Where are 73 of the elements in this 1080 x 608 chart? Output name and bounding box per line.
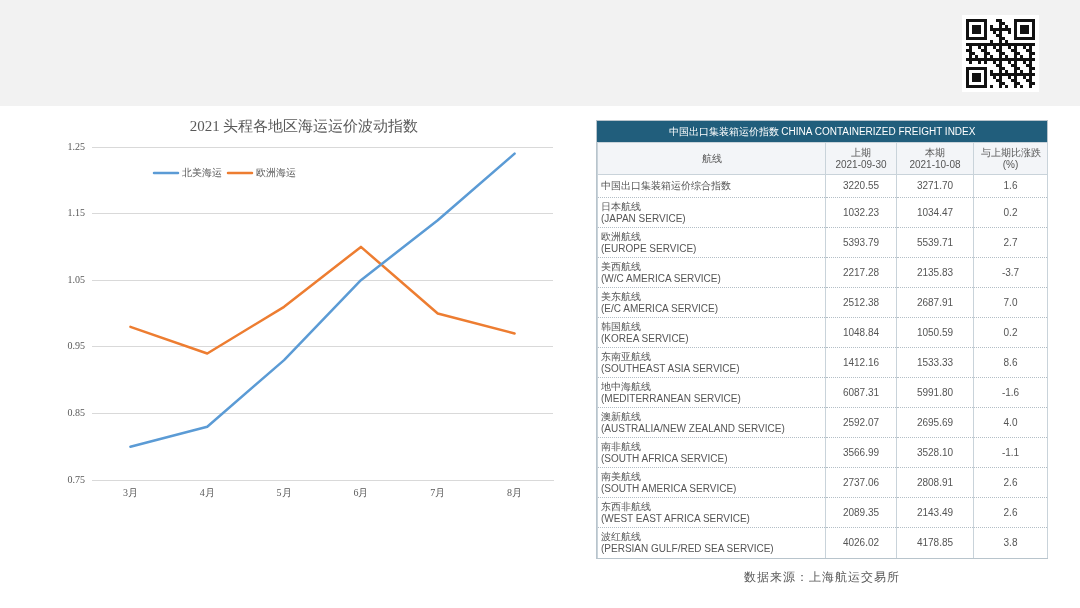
data-label: 3220.55 [825, 174, 897, 198]
data-label: 4026.02 [825, 527, 897, 558]
data-label: 8.6 [973, 347, 1048, 378]
data-label: 5539.71 [896, 227, 974, 258]
category-label: 地中海航线 (MEDITERRANEAN SERVICE) [597, 377, 826, 408]
y-tick-label: 1.25 [67, 140, 85, 152]
data-label: 2.6 [973, 467, 1048, 498]
data-label: 3271.70 [896, 174, 974, 198]
data-label: 4.0 [973, 407, 1048, 438]
data-label: 2089.35 [825, 497, 897, 528]
y-tick-label: 0.85 [67, 407, 85, 419]
data-label: 2143.49 [896, 497, 974, 528]
data-label: 1533.33 [896, 347, 974, 378]
text: 航线 [597, 142, 826, 175]
data-label: 2.7 [973, 227, 1048, 258]
category-label: 南美航线 (SOUTH AMERICA SERVICE) [597, 467, 826, 498]
data-label: 6087.31 [825, 377, 897, 408]
data-label: 3.8 [973, 527, 1048, 558]
data-label: 1048.84 [825, 317, 897, 348]
data-label: 2808.91 [896, 467, 974, 498]
x-tick-label: 3月 [122, 486, 138, 498]
x-tick-label: 4月 [199, 486, 215, 498]
data-label: 2687.91 [896, 287, 974, 318]
data-label: 2135.83 [896, 257, 974, 288]
x-tick-label: 8月 [507, 486, 523, 498]
category-label: 南非航线 (SOUTH AFRICA SERVICE) [597, 437, 826, 468]
data-label: 3566.99 [825, 437, 897, 468]
legend-label: 北美海运 [182, 166, 222, 178]
y-tick-label: 1.15 [67, 207, 85, 219]
data-label: 5393.79 [825, 227, 897, 258]
data-label: 2737.06 [825, 467, 897, 498]
data-label: 5991.80 [896, 377, 974, 408]
data-label: 1.6 [973, 174, 1048, 198]
y-tick-label: 0.75 [67, 473, 85, 485]
data-label: 4178.85 [896, 527, 974, 558]
category-label: 韩国航线 (KOREA SERVICE) [597, 317, 826, 348]
x-tick-label: 5月 [276, 486, 292, 498]
text: 中国出口集装箱运价指数 CHINA CONTAINERIZED FREIGHT INDEX [597, 121, 1047, 142]
data-label: 2592.07 [825, 407, 897, 438]
data-label: 0.2 [973, 197, 1048, 228]
data-label: 2512.38 [825, 287, 897, 318]
category-label: 波红航线 (PERSIAN GULF/RED SEA SERVICE) [597, 527, 826, 558]
data-label: 7.0 [973, 287, 1048, 318]
data-label: 2.6 [973, 497, 1048, 528]
x-tick-label: 7月 [430, 486, 446, 498]
category-label: 美东航线 (E/C AMERICA SERVICE) [597, 287, 826, 318]
data-label: -1.6 [973, 377, 1048, 408]
category-label: 东西非航线 (WEST EAST AFRICA SERVICE) [597, 497, 826, 528]
category-label: 欧洲航线 (EUROPE SERVICE) [597, 227, 826, 258]
category-label: 日本航线 (JAPAN SERVICE) [597, 197, 826, 228]
y-tick-label: 1.05 [67, 273, 85, 285]
category-label: 东南亚航线 (SOUTHEAST ASIA SERVICE) [597, 347, 826, 378]
data-label: 0.2 [973, 317, 1048, 348]
category-label: 中国出口集装箱运价综合指数 [597, 174, 826, 198]
data-label: 1032.23 [825, 197, 897, 228]
x-tick-label: 6月 [353, 486, 369, 498]
category-label: 澳新航线 (AUSTRALIA/NEW ZEALAND SERVICE) [597, 407, 826, 438]
data-label: 1412.16 [825, 347, 897, 378]
data-label: 1034.47 [896, 197, 974, 228]
legend-label: 欧洲海运 [256, 166, 296, 178]
source-note: 数据来源：上海航运交易所 [743, 568, 901, 586]
text: 本期 2021-10-08 [896, 142, 974, 175]
chart-title: 2021 头程各地区海运运价波动指数 [189, 117, 419, 134]
data-label: 2217.28 [825, 257, 897, 288]
data-label: 1050.59 [896, 317, 974, 348]
category-label: 美西航线 (W/C AMERICA SERVICE) [597, 257, 826, 288]
data-label: 3528.10 [896, 437, 974, 468]
text: 与上期比涨跌 (%) [973, 142, 1048, 175]
data-label: 2695.69 [896, 407, 974, 438]
data-label: -3.7 [973, 257, 1048, 288]
data-label: -1.1 [973, 437, 1048, 468]
series-label: 上期 2021-09-30 [825, 142, 897, 175]
y-tick-label: 0.95 [67, 340, 85, 352]
